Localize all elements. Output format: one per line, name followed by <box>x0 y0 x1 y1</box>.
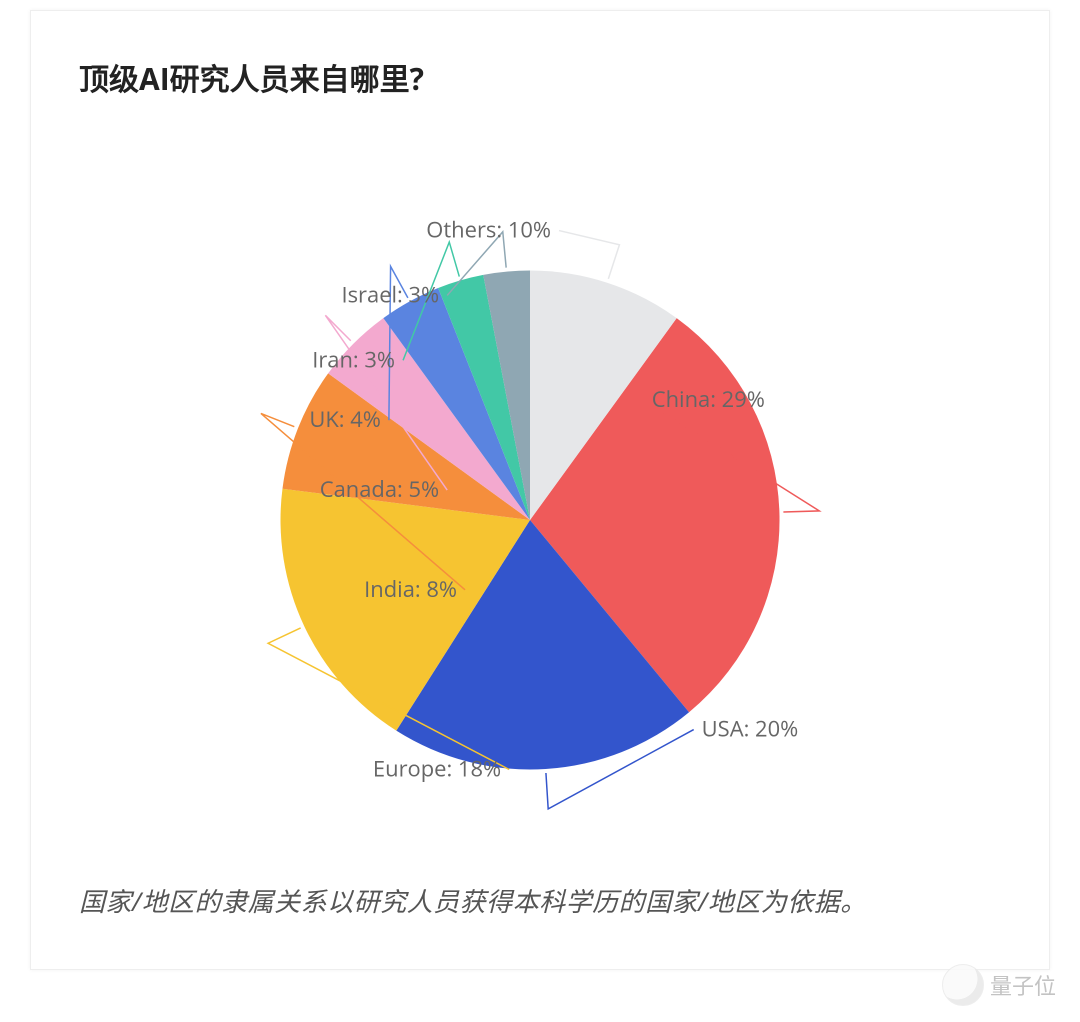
slice-label: India: 8% <box>364 575 457 604</box>
pie-chart: China: 29% USA: 20% Europe: 18% India: 8% Ca… <box>31 11 1049 969</box>
slice-label: China: 29% <box>652 385 765 414</box>
watermark: 量子位 <box>942 962 1056 1008</box>
slice-label: USA: 20% <box>702 715 799 744</box>
slice-label: Israel: 3% <box>341 280 439 309</box>
watermark-text: 量子位 <box>990 969 1056 1001</box>
slice-label: UK: 4% <box>309 405 381 434</box>
leader-line <box>559 231 619 279</box>
chart-footnote: 国家/地区的隶属关系以研究人员获得本科学历的国家/地区为依据。 <box>79 882 867 919</box>
slice-label: Others: 10% <box>426 216 551 245</box>
slice-label: Canada: 5% <box>320 475 439 504</box>
slice-label: Iran: 3% <box>312 345 395 374</box>
wechat-logo-icon <box>942 964 984 1006</box>
slice-label: Europe: 18% <box>373 754 501 783</box>
chart-card: 顶级AI研究人员来自哪里? China: 29%USA: 20%Europe: … <box>30 10 1050 970</box>
